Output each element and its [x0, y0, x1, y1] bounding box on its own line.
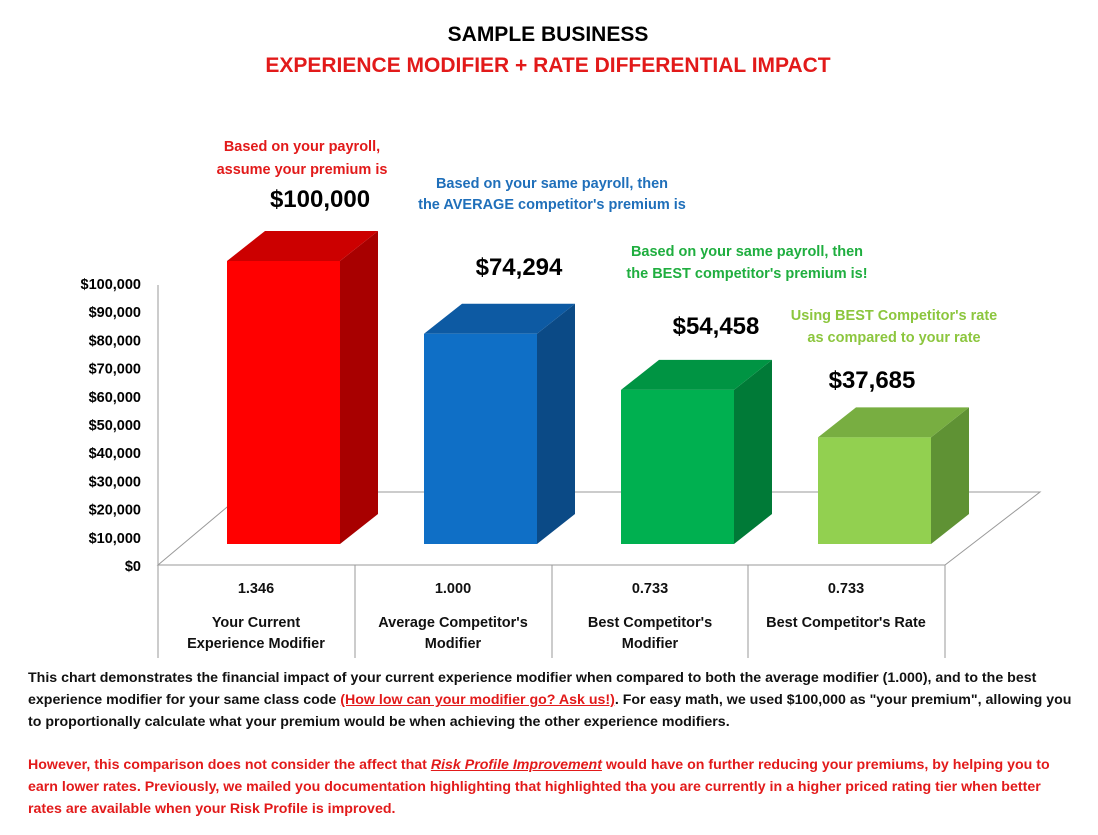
- y-axis-ticks: $0 $10,000 $20,000 $30,000 $40,000 $50,000 $60…: [81, 277, 141, 575]
- y-tick-label: $0: [125, 559, 141, 575]
- annotation-line: the BEST competitor's premium is!: [626, 266, 867, 282]
- category-label: Average Competitor's: [378, 615, 528, 631]
- bar: [621, 389, 734, 544]
- value-label: $37,685: [829, 367, 916, 394]
- y-tick-label: $100,000: [81, 277, 141, 293]
- annotation-line: assume your premium is: [217, 162, 388, 178]
- ask-us-link[interactable]: (How low can your modifier go? Ask us!): [340, 692, 615, 708]
- annotation-line: Using BEST Competitor's rate: [791, 308, 997, 324]
- modifier-label: 0.733: [632, 581, 668, 597]
- bar: [227, 261, 340, 544]
- explanation-text-2: . For easy math, we used $100,000 as "yo…: [28, 692, 1072, 730]
- annotations-group: Based on your payroll, assume your premiu…: [217, 139, 998, 394]
- modifier-label: 1.000: [435, 581, 471, 597]
- category-label: Experience Modifier: [187, 636, 325, 652]
- bar-side: [340, 231, 378, 544]
- y-tick-label: $50,000: [89, 418, 141, 434]
- category-label: Best Competitor's: [588, 615, 712, 631]
- y-tick-label: $60,000: [89, 390, 141, 406]
- bar-top: [227, 231, 378, 261]
- category-label: Best Competitor's Rate: [766, 615, 926, 631]
- explanation-text-1: This chart demonstrates the financial im…: [28, 670, 1037, 708]
- annotation-line: the AVERAGE competitor's premium is: [418, 197, 686, 213]
- annotation-line: Based on your payroll,: [224, 139, 380, 155]
- bar-top: [818, 407, 969, 438]
- category-label: Modifier: [622, 636, 679, 652]
- y-tick-label: $90,000: [89, 305, 141, 321]
- category-labels-group: 1.346 Your Current Experience Modifier 1.00…: [187, 581, 926, 652]
- modifier-label: 0.733: [828, 581, 864, 597]
- value-label: $74,294: [476, 254, 563, 281]
- disclaimer-text-1: However, this comparison does not consid…: [28, 757, 431, 773]
- value-label: $100,000: [270, 186, 370, 213]
- explanation-paragraph: This chart demonstrates the financial im…: [28, 667, 1078, 733]
- bar-top: [621, 359, 772, 390]
- y-tick-label: $30,000: [89, 474, 141, 490]
- bar-side: [734, 359, 772, 544]
- bar-side: [537, 303, 575, 544]
- value-label: $54,458: [673, 313, 760, 340]
- y-tick-label: $70,000: [89, 362, 141, 378]
- y-tick-label: $40,000: [89, 446, 141, 462]
- disclaimer-text-2: would have on further reducing your prem…: [28, 757, 1050, 817]
- chart-title: SAMPLE BUSINESS: [448, 23, 649, 46]
- category-label: Your Current: [212, 615, 301, 631]
- premium-comparison-chart: SAMPLE BUSINESS EXPERIENCE MODIFIER + RA…: [81, 23, 1042, 658]
- category-label: Modifier: [425, 636, 482, 652]
- y-tick-label: $10,000: [89, 531, 141, 547]
- bar-top: [424, 303, 575, 334]
- bar-side: [931, 407, 969, 544]
- annotation-line: Based on your same payroll, then: [436, 176, 668, 192]
- y-tick-label: $80,000: [89, 333, 141, 349]
- bar: [818, 437, 931, 544]
- bars-group: [227, 231, 969, 544]
- annotation-line: as compared to your rate: [807, 330, 980, 346]
- y-tick-label: $20,000: [89, 503, 141, 519]
- disclaimer-paragraph: However, this comparison does not consid…: [28, 754, 1078, 820]
- risk-profile-link[interactable]: Risk Profile Improvement: [430, 757, 602, 773]
- modifier-label: 1.346: [238, 581, 274, 597]
- annotation-line: Based on your same payroll, then: [631, 244, 863, 260]
- bar: [424, 333, 537, 544]
- chart-subtitle: EXPERIENCE MODIFIER + RATE DIFFERENTIAL …: [265, 54, 830, 77]
